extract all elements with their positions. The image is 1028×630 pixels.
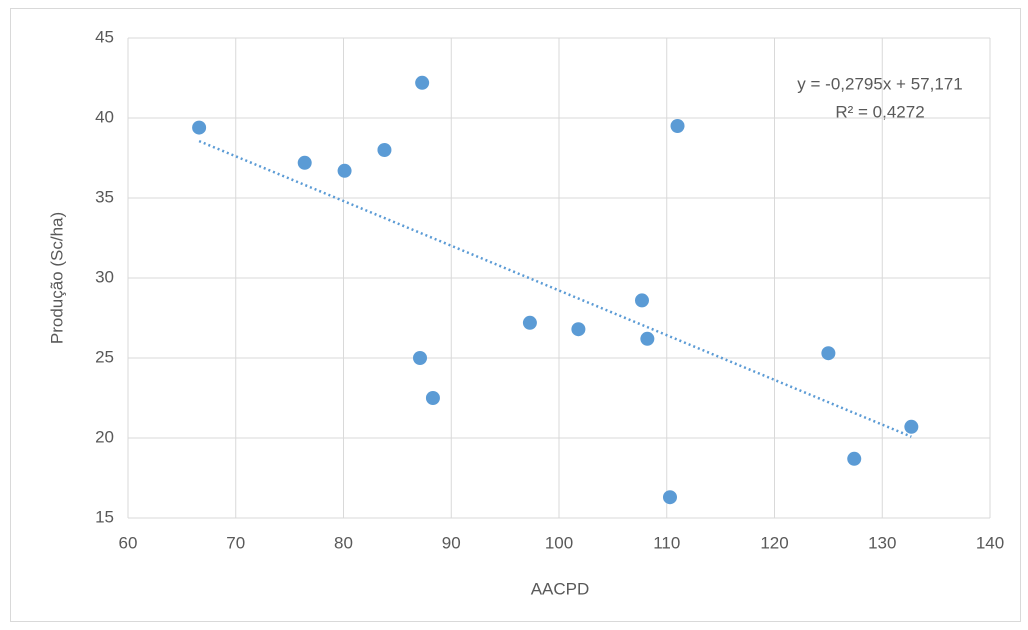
point bbox=[297, 155, 312, 170]
point bbox=[904, 419, 919, 434]
x-axis-title: AACPD bbox=[531, 579, 590, 598]
y-axis-title: Produção (Sc/ha) bbox=[47, 212, 66, 344]
trend-r2: R² = 0,4272 bbox=[835, 102, 924, 121]
point bbox=[640, 331, 655, 346]
y-tick-label: 15 bbox=[95, 507, 114, 526]
point bbox=[522, 315, 537, 330]
x-tick-label: 70 bbox=[226, 533, 245, 552]
y-tick-label: 45 bbox=[95, 27, 114, 46]
point bbox=[662, 490, 677, 505]
x-tick-label: 60 bbox=[119, 533, 138, 552]
point bbox=[192, 120, 207, 135]
trendline bbox=[198, 139, 912, 438]
chart-border bbox=[10, 8, 1021, 622]
y-tick-label: 25 bbox=[95, 347, 114, 366]
point bbox=[821, 346, 836, 361]
point bbox=[337, 163, 352, 178]
point bbox=[634, 293, 649, 308]
point bbox=[425, 391, 440, 405]
x-tick-label: 130 bbox=[868, 533, 896, 552]
y-tick-label: 30 bbox=[95, 267, 114, 286]
x-tick-label: 140 bbox=[976, 533, 1004, 552]
point bbox=[413, 351, 428, 365]
point bbox=[670, 119, 685, 133]
trend-equation: y = -0,2795x + 57,171 bbox=[797, 74, 962, 93]
x-tick-label: 120 bbox=[760, 533, 788, 552]
y-tick-label: 20 bbox=[95, 427, 114, 446]
y-tick-label: 40 bbox=[95, 107, 114, 126]
point bbox=[415, 75, 430, 90]
x-tick-label: 90 bbox=[442, 533, 461, 552]
point bbox=[847, 451, 862, 466]
point bbox=[377, 143, 392, 157]
x-tick-label: 110 bbox=[653, 533, 680, 552]
x-tick-label: 80 bbox=[334, 533, 353, 552]
point bbox=[571, 322, 586, 337]
x-tick-label: 100 bbox=[545, 533, 573, 552]
y-tick-label: 35 bbox=[95, 187, 114, 206]
